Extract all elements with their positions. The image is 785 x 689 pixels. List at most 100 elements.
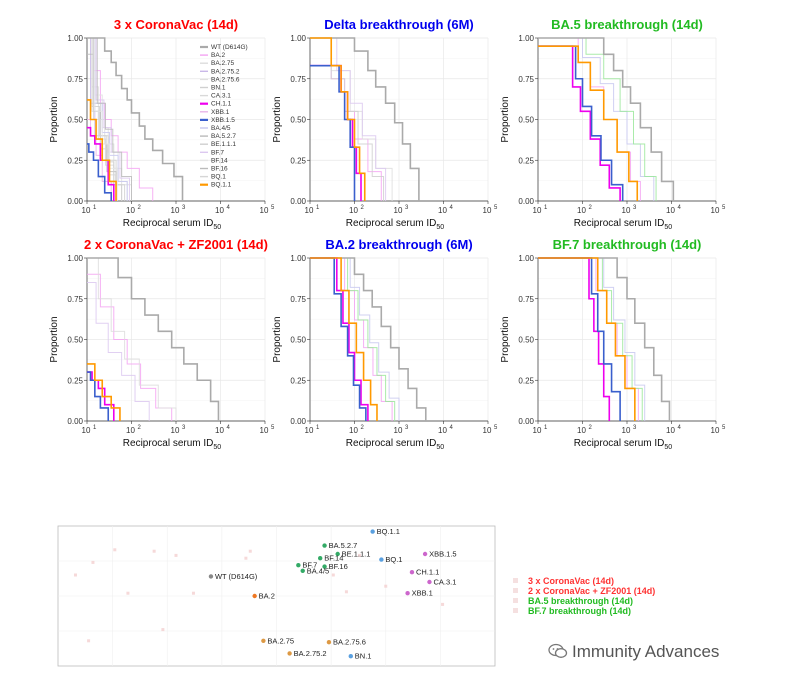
antigenic-map: BQ.1.1 BA.5.2.7BE.1.1.1 XBB.1.5 BF.14 BQ.1 BF… bbox=[57, 525, 496, 667]
y-tick-label: 0.75 bbox=[518, 295, 534, 304]
x-axis-label-subscript: 50 bbox=[213, 224, 221, 231]
antigen-label: BQ.1.1 bbox=[377, 527, 400, 536]
antigen-point bbox=[409, 570, 415, 575]
x-tick-label: 10 bbox=[305, 426, 314, 435]
serum-point bbox=[384, 584, 388, 588]
series-line-bq-1-1 bbox=[310, 37, 366, 201]
series-line-ba-4-5 bbox=[538, 37, 655, 201]
x-tick-exponent: 1 bbox=[544, 425, 548, 431]
antigen-point bbox=[335, 551, 340, 557]
panel-5: BA.2 breakthrough (6M) 0.00 0.25 0.50 0.75 1.… bbox=[272, 237, 498, 451]
x-tick-exponent: 2 bbox=[361, 425, 365, 431]
x-tick-exponent: 4 bbox=[450, 205, 454, 211]
antigen-label: CH.1.1 bbox=[416, 568, 439, 577]
antigen-label: BA.2.75.6 bbox=[333, 638, 366, 647]
antigen-point bbox=[322, 543, 327, 548]
series-line-xbb-1-5 bbox=[87, 371, 110, 421]
series-line-wt-d614g- bbox=[538, 37, 675, 201]
y-tick-label: 1.00 bbox=[67, 34, 83, 43]
x-tick-label: 10 bbox=[533, 426, 542, 435]
series-line-bf-7 bbox=[538, 37, 657, 201]
x-tick-label: 10 bbox=[622, 206, 631, 215]
x-axis-label-subscript: 50 bbox=[213, 444, 221, 451]
y-tick-label: 0.75 bbox=[518, 75, 534, 84]
antigen-label: BA.5.2.7 bbox=[329, 541, 358, 550]
y-tick-label: 0.25 bbox=[518, 156, 534, 165]
antigen-label: WT (D614G) bbox=[215, 572, 258, 581]
panel-title: BA.2 breakthrough (6M) bbox=[325, 237, 472, 252]
legend-label: BA.2.75.2 bbox=[211, 68, 240, 75]
panel-title: Delta breakthrough (6M) bbox=[324, 17, 474, 32]
series-line-xbb-1-5 bbox=[538, 45, 624, 201]
legend-label: BQ.1 bbox=[211, 174, 226, 181]
antigen-label: BF.16 bbox=[329, 562, 348, 571]
y-axis-label: Proportion bbox=[272, 96, 283, 142]
serum-point bbox=[441, 602, 445, 606]
series-line-ch-1-1 bbox=[310, 257, 369, 421]
x-axis-label: Reciprocal serum ID50 bbox=[574, 218, 672, 231]
y-tick-label: 0.25 bbox=[67, 376, 83, 385]
grid bbox=[86, 37, 266, 202]
series-line-wt-d614g- bbox=[87, 37, 184, 201]
antigen-label: XBB.1 bbox=[412, 589, 433, 598]
series-line-bq-1-1 bbox=[538, 257, 636, 421]
legend-label: BF.16 bbox=[211, 166, 228, 173]
y-tick-label: 1.00 bbox=[67, 254, 83, 263]
x-tick-exponent: 1 bbox=[316, 205, 320, 211]
x-tick-exponent: 5 bbox=[722, 425, 726, 431]
legend-label: BA.5.2.7 bbox=[211, 133, 236, 140]
series-line-ch-1-1 bbox=[538, 45, 621, 201]
serum-point bbox=[244, 556, 248, 560]
antigen-label: BA.2 bbox=[259, 592, 275, 601]
x-axis-label: Reciprocal serum ID50 bbox=[346, 438, 444, 451]
legend-label: 3 x CoronaVac (14d) bbox=[528, 576, 614, 586]
y-tick-label: 0.00 bbox=[290, 417, 306, 426]
panel-title: 2 x CoronaVac + ZF2001 (14d) bbox=[84, 237, 268, 252]
y-tick-label: 1.00 bbox=[518, 34, 534, 43]
antigen-point bbox=[427, 579, 432, 585]
y-tick-label: 1.00 bbox=[518, 254, 534, 263]
series-line-bf-7 bbox=[87, 281, 150, 421]
antigen-label: XBB.1.5 bbox=[429, 550, 457, 559]
antigen-point bbox=[252, 593, 257, 599]
y-tick-label: 0.00 bbox=[67, 197, 83, 206]
antigen-label: BA.2.75.2 bbox=[294, 649, 327, 658]
legend-label: BE.1.1.1 bbox=[211, 141, 236, 148]
wechat-icon bbox=[548, 643, 568, 658]
watermark-text: Immunity Advances bbox=[572, 642, 720, 661]
legend-label: CH.1.1 bbox=[211, 101, 232, 108]
y-axis-label: Proportion bbox=[500, 316, 511, 362]
antigen-label: BE.1.1.1 bbox=[342, 550, 371, 559]
x-tick-label: 10 bbox=[394, 426, 403, 435]
antigen-point bbox=[348, 654, 353, 659]
legend-label: CA.3.1 bbox=[211, 93, 231, 100]
y-tick-label: 0.25 bbox=[290, 376, 306, 385]
y-tick-label: 0.50 bbox=[518, 116, 534, 125]
x-tick-label: 10 bbox=[711, 426, 720, 435]
y-tick-label: 0.50 bbox=[67, 116, 83, 125]
antigen-label: CA.3.1 bbox=[433, 578, 456, 587]
x-tick-exponent: 5 bbox=[494, 205, 498, 211]
series-line-wt-d614g- bbox=[310, 257, 427, 421]
x-axis-label: Reciprocal serum ID50 bbox=[346, 218, 444, 231]
series-line-ba-4-5 bbox=[310, 257, 400, 421]
x-tick-label: 10 bbox=[260, 206, 269, 215]
x-axis-label: Reciprocal serum ID50 bbox=[123, 218, 221, 231]
serum-point bbox=[331, 573, 335, 577]
y-axis-label: Proportion bbox=[49, 316, 60, 362]
series-line-ba-2 bbox=[87, 273, 173, 421]
legend-label: BF.7 breakthrough (14d) bbox=[528, 606, 631, 616]
y-tick-label: 1.00 bbox=[290, 34, 306, 43]
y-tick-label: 0.25 bbox=[67, 156, 83, 165]
antigen-point bbox=[379, 557, 384, 562]
panel-title: BA.5 breakthrough (14d) bbox=[551, 17, 703, 32]
x-axis-label-subscript: 50 bbox=[436, 444, 444, 451]
antigen-point bbox=[370, 529, 375, 534]
x-tick-label: 10 bbox=[126, 426, 135, 435]
x-tick-exponent: 4 bbox=[227, 425, 231, 431]
x-axis-label-subscript: 50 bbox=[436, 224, 444, 231]
x-tick-exponent: 2 bbox=[138, 205, 142, 211]
legend-label: 2 x CoronaVac + ZF2001 (14d) bbox=[528, 586, 655, 596]
